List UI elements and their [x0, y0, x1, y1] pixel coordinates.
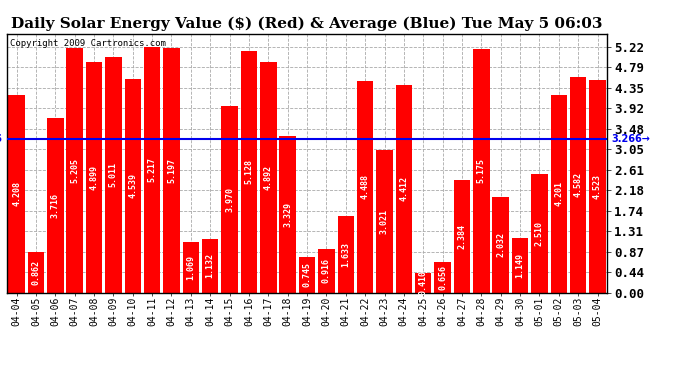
Text: Copyright 2009 Cartronics.com: Copyright 2009 Cartronics.com: [10, 39, 166, 48]
Bar: [221, 106, 238, 292]
Bar: [144, 47, 160, 292]
Text: 5.175: 5.175: [477, 158, 486, 183]
Bar: [318, 249, 335, 292]
Bar: [124, 79, 141, 292]
Bar: [202, 239, 219, 292]
Text: 3.266→: 3.266→: [611, 134, 650, 144]
Text: 0.862: 0.862: [32, 260, 41, 285]
Text: 4.539: 4.539: [128, 173, 137, 198]
Bar: [105, 57, 121, 292]
Text: 5.217: 5.217: [148, 157, 157, 182]
Text: 5.011: 5.011: [109, 162, 118, 187]
Bar: [570, 77, 586, 292]
Bar: [357, 81, 373, 292]
Bar: [376, 150, 393, 292]
Bar: [531, 174, 548, 292]
Bar: [473, 49, 490, 292]
Text: 4.201: 4.201: [554, 181, 563, 206]
Text: 2.510: 2.510: [535, 221, 544, 246]
Bar: [415, 273, 431, 292]
Bar: [589, 80, 606, 292]
Bar: [8, 94, 25, 292]
Bar: [395, 85, 412, 292]
Text: 2.384: 2.384: [457, 224, 466, 249]
Text: 2.032: 2.032: [496, 232, 505, 257]
Bar: [279, 136, 296, 292]
Text: 4.899: 4.899: [90, 165, 99, 190]
Text: 4.488: 4.488: [361, 174, 370, 200]
Text: 0.916: 0.916: [322, 258, 331, 284]
Text: 0.410: 0.410: [419, 270, 428, 296]
Text: 1.149: 1.149: [515, 253, 524, 278]
Text: 3.970: 3.970: [225, 187, 234, 211]
Text: 1.633: 1.633: [342, 242, 351, 267]
Text: 4.412: 4.412: [400, 176, 408, 201]
Text: 0.656: 0.656: [438, 265, 447, 290]
Bar: [66, 48, 83, 292]
Text: 4.523: 4.523: [593, 174, 602, 199]
Bar: [337, 216, 354, 292]
Bar: [28, 252, 44, 292]
Bar: [260, 62, 277, 292]
Text: 3.716: 3.716: [51, 193, 60, 217]
Text: 4.892: 4.892: [264, 165, 273, 190]
Text: 5.128: 5.128: [244, 159, 253, 184]
Text: 5.197: 5.197: [167, 158, 176, 183]
Bar: [435, 262, 451, 292]
Bar: [241, 51, 257, 292]
Bar: [493, 197, 509, 292]
Text: 1.132: 1.132: [206, 254, 215, 278]
Bar: [164, 48, 179, 292]
Text: 4.582: 4.582: [573, 172, 582, 197]
Title: Daily Solar Energy Value ($) (Red) & Average (Blue) Tue May 5 06:03: Daily Solar Energy Value ($) (Red) & Ave…: [11, 17, 603, 31]
Text: 3.021: 3.021: [380, 209, 389, 234]
Text: ←3.266: ←3.266: [0, 134, 3, 144]
Text: 5.205: 5.205: [70, 158, 79, 183]
Text: 3.329: 3.329: [283, 202, 292, 227]
Bar: [47, 118, 63, 292]
Bar: [454, 180, 470, 292]
Bar: [512, 238, 529, 292]
Bar: [86, 62, 102, 292]
Text: 4.208: 4.208: [12, 181, 21, 206]
Bar: [551, 95, 567, 292]
Bar: [299, 258, 315, 292]
Text: 1.069: 1.069: [186, 255, 195, 280]
Bar: [183, 242, 199, 292]
Text: 0.745: 0.745: [302, 262, 312, 288]
